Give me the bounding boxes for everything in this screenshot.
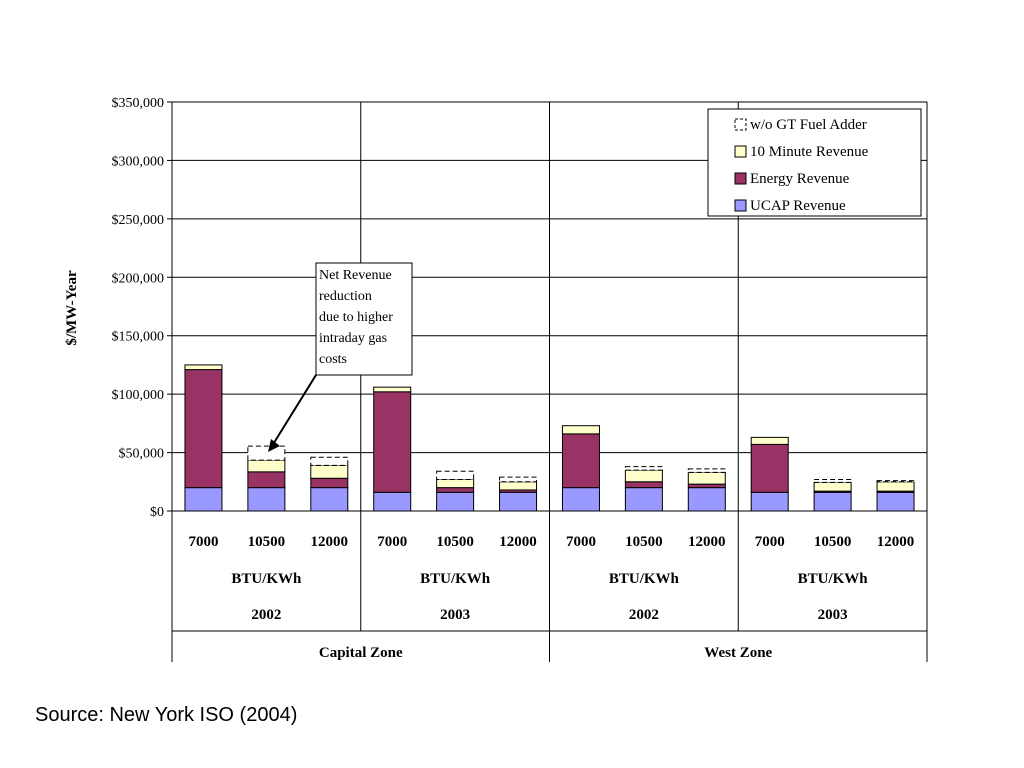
- unit-label: BTU/KWh: [609, 571, 680, 587]
- bar-segment: [499, 481, 538, 491]
- bar-segment: [499, 476, 538, 483]
- annotation-text: costs: [319, 352, 347, 367]
- bar-segment: [813, 481, 852, 492]
- y-tick-label: $250,000: [112, 213, 165, 228]
- y-tick-label: $150,000: [112, 330, 165, 345]
- bar-segment: [184, 369, 223, 489]
- bar-segment: [624, 481, 663, 489]
- x-category-label: 7000: [377, 534, 407, 550]
- bar-segment: [310, 464, 349, 479]
- bar-segment: [499, 491, 538, 512]
- y-tick-label: $50,000: [119, 447, 165, 462]
- x-category-label: 12000: [311, 534, 349, 550]
- bar-segment: [310, 456, 349, 466]
- legend-entry: Energy Revenue: [750, 171, 850, 187]
- bar-segment: [436, 491, 475, 512]
- bar-segment: [624, 466, 663, 471]
- bar-segment: [310, 477, 349, 489]
- year-label: 2003: [818, 607, 848, 623]
- bar-segment: [750, 443, 789, 493]
- annotation-arrow: [271, 374, 317, 447]
- legend-entry: w/o GT Fuel Adder: [750, 117, 867, 133]
- bar-segment: [750, 436, 789, 445]
- bar-segment: [436, 470, 475, 480]
- y-tick-label: $100,000: [112, 388, 165, 403]
- legend-swatch: [734, 199, 747, 212]
- annotation-text: intraday gas: [319, 331, 387, 346]
- unit-label: BTU/KWh: [231, 571, 302, 587]
- year-label: 2003: [440, 607, 470, 623]
- y-tick-label: $350,000: [112, 96, 165, 111]
- bar-segment: [876, 480, 915, 483]
- bar-segment: [184, 487, 223, 512]
- y-tick-label: $0: [150, 505, 164, 520]
- x-category-label: 10500: [248, 534, 286, 550]
- x-category-label: 12000: [688, 534, 726, 550]
- annotation-box: [315, 262, 413, 376]
- bar-segment: [247, 459, 286, 473]
- year-label: 2002: [251, 607, 281, 623]
- bar-segment: [436, 487, 475, 493]
- bar-segment: [436, 478, 475, 489]
- bar-segment: [624, 469, 663, 483]
- unit-label: BTU/KWh: [798, 571, 869, 587]
- bar-segment: [876, 481, 915, 492]
- annotation-text: Net Revenue: [319, 268, 392, 283]
- bar-segment: [247, 445, 286, 461]
- legend-swatch: [734, 172, 747, 185]
- bar-segment: [687, 468, 726, 473]
- legend-entry: UCAP Revenue: [750, 198, 846, 214]
- x-category-label: 10500: [814, 534, 852, 550]
- bar-segment: [373, 491, 412, 512]
- annotation-arrowhead: [268, 439, 280, 452]
- bar-segment: [813, 478, 852, 483]
- y-tick-label: $200,000: [112, 271, 165, 286]
- unit-label: BTU/KWh: [420, 571, 491, 587]
- bar-segment: [247, 487, 286, 512]
- bar-segment: [687, 471, 726, 485]
- x-category-label: 12000: [499, 534, 537, 550]
- y-axis-label: $/MW-Year: [64, 270, 80, 346]
- bar-segment: [561, 487, 600, 512]
- year-label: 2002: [629, 607, 659, 623]
- bar-segment: [876, 491, 915, 512]
- bar-segment: [247, 471, 286, 489]
- bar-segment: [624, 487, 663, 512]
- bar-segment: [687, 483, 726, 489]
- x-category-label: 7000: [188, 534, 218, 550]
- x-category-label: 12000: [877, 534, 915, 550]
- bar-segment: [561, 433, 600, 489]
- bar-segment: [561, 425, 600, 435]
- zone-label: Capital Zone: [319, 645, 403, 661]
- x-category-label: 10500: [625, 534, 663, 550]
- annotation-text: reduction: [319, 289, 372, 304]
- legend-swatch: [734, 118, 747, 131]
- bar-segment: [813, 491, 852, 512]
- bar-segment: [310, 487, 349, 512]
- source-note: Source: New York ISO (2004): [35, 704, 298, 726]
- bar-segment: [373, 386, 412, 393]
- bar-segment: [687, 487, 726, 512]
- x-category-label: 7000: [755, 534, 785, 550]
- bar-segment: [373, 391, 412, 493]
- bar-segment: [184, 364, 223, 371]
- legend-swatch: [734, 145, 747, 158]
- zone-label: West Zone: [704, 645, 772, 661]
- bar-segment: [750, 491, 789, 512]
- y-tick-label: $300,000: [112, 154, 165, 169]
- legend-entry: 10 Minute Revenue: [750, 144, 869, 160]
- annotation-text: due to higher: [319, 310, 393, 325]
- x-category-label: 7000: [566, 534, 596, 550]
- x-category-label: 10500: [436, 534, 474, 550]
